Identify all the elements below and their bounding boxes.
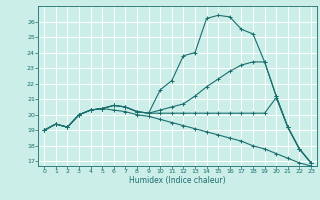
X-axis label: Humidex (Indice chaleur): Humidex (Indice chaleur): [129, 176, 226, 185]
